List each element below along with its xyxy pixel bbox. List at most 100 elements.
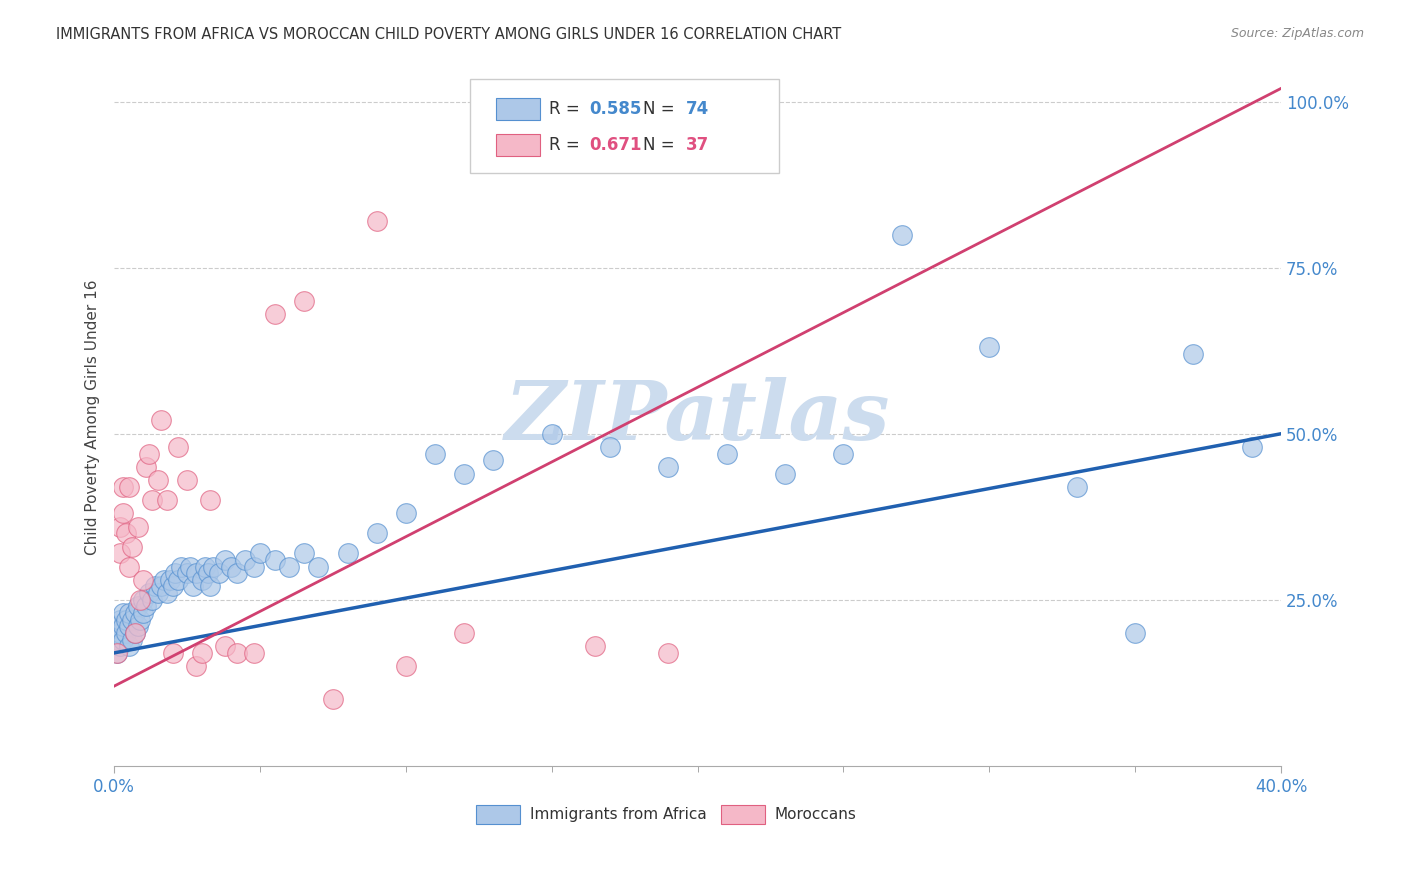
Point — [135, 599, 157, 614]
Point — [190, 646, 212, 660]
Point — [176, 473, 198, 487]
Point — [118, 606, 141, 620]
Point — [118, 640, 141, 654]
Text: N =: N = — [643, 136, 679, 154]
Point — [278, 559, 301, 574]
Point — [202, 559, 225, 574]
Point — [143, 579, 166, 593]
Point — [135, 459, 157, 474]
Point — [179, 559, 201, 574]
Point — [108, 640, 131, 654]
Point — [263, 307, 285, 321]
Point — [129, 613, 152, 627]
Point — [181, 579, 204, 593]
Point — [657, 459, 679, 474]
Point — [214, 640, 236, 654]
Point — [225, 566, 247, 581]
Point — [225, 646, 247, 660]
Y-axis label: Child Poverty Among Girls Under 16: Child Poverty Among Girls Under 16 — [86, 279, 100, 555]
Point — [156, 493, 179, 508]
FancyBboxPatch shape — [721, 805, 765, 824]
Text: 74: 74 — [686, 100, 709, 118]
Point — [832, 447, 855, 461]
Point — [599, 440, 621, 454]
Point — [111, 606, 134, 620]
Point — [184, 566, 207, 581]
Point — [235, 553, 257, 567]
Point — [124, 606, 146, 620]
Point — [526, 95, 548, 109]
Point — [243, 646, 266, 660]
Point — [111, 632, 134, 647]
Point — [127, 599, 149, 614]
Point — [111, 619, 134, 633]
Point — [170, 559, 193, 574]
Point — [118, 559, 141, 574]
Point — [200, 493, 222, 508]
Text: 0.585: 0.585 — [589, 100, 641, 118]
Point — [657, 646, 679, 660]
Point — [292, 293, 315, 308]
Text: 37: 37 — [686, 136, 709, 154]
FancyBboxPatch shape — [470, 79, 779, 173]
Point — [138, 447, 160, 461]
Point — [146, 473, 169, 487]
Point — [423, 447, 446, 461]
Text: IMMIGRANTS FROM AFRICA VS MOROCCAN CHILD POVERTY AMONG GIRLS UNDER 16 CORRELATIO: IMMIGRANTS FROM AFRICA VS MOROCCAN CHILD… — [56, 27, 841, 42]
Point — [453, 626, 475, 640]
Point — [336, 546, 359, 560]
Point — [1123, 626, 1146, 640]
FancyBboxPatch shape — [496, 98, 540, 120]
Point — [121, 540, 143, 554]
Point — [138, 586, 160, 600]
Point — [146, 586, 169, 600]
Point — [167, 573, 190, 587]
Point — [219, 559, 242, 574]
Point — [111, 480, 134, 494]
Text: Immigrants from Africa: Immigrants from Africa — [530, 807, 706, 822]
FancyBboxPatch shape — [475, 805, 520, 824]
Point — [152, 573, 174, 587]
Point — [453, 467, 475, 481]
Point — [1066, 480, 1088, 494]
Point — [162, 579, 184, 593]
Point — [773, 467, 796, 481]
Point — [200, 579, 222, 593]
Point — [366, 526, 388, 541]
Point — [176, 566, 198, 581]
Point — [243, 559, 266, 574]
Point — [482, 453, 505, 467]
Point — [1240, 440, 1263, 454]
Point — [124, 626, 146, 640]
Point — [159, 573, 181, 587]
Point — [366, 214, 388, 228]
Point — [395, 659, 418, 673]
Point — [127, 519, 149, 533]
Point — [132, 592, 155, 607]
Point — [249, 546, 271, 560]
Point — [162, 646, 184, 660]
Point — [395, 507, 418, 521]
Point — [108, 626, 131, 640]
Point — [124, 626, 146, 640]
Point — [156, 586, 179, 600]
Text: Moroccans: Moroccans — [775, 807, 856, 822]
Point — [263, 553, 285, 567]
Point — [184, 659, 207, 673]
Point — [585, 640, 607, 654]
Point — [208, 566, 231, 581]
Point — [115, 613, 138, 627]
Point — [105, 619, 128, 633]
Point — [190, 573, 212, 587]
FancyBboxPatch shape — [496, 134, 540, 156]
Point — [132, 573, 155, 587]
Point — [108, 519, 131, 533]
Point — [121, 613, 143, 627]
Point — [132, 606, 155, 620]
Point — [1182, 347, 1205, 361]
Point — [118, 480, 141, 494]
Point — [194, 559, 217, 574]
Point — [307, 559, 329, 574]
Point — [149, 579, 172, 593]
Point — [127, 619, 149, 633]
